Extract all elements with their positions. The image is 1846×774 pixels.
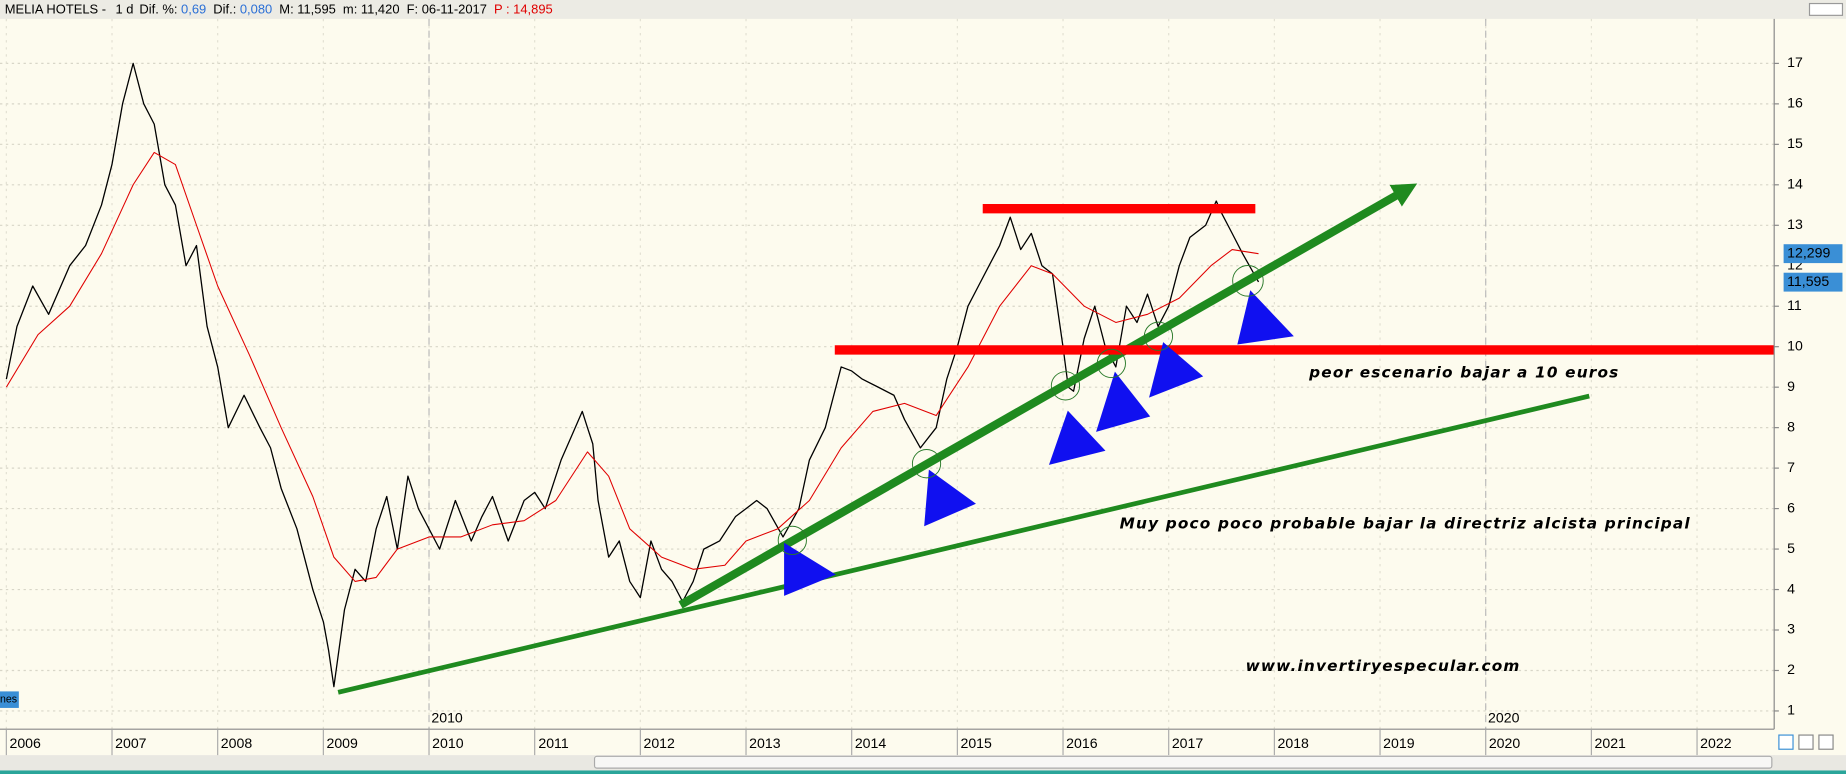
x-tick-label: 2009: [326, 735, 358, 751]
annotation: www.invertiryespecular.com: [1246, 657, 1521, 675]
x-tick-label: 2010: [432, 735, 464, 751]
x-tick-label: 2017: [1172, 735, 1204, 751]
dif: 0,080: [240, 2, 272, 17]
y-tick-label: 6: [1787, 499, 1795, 515]
y-tick-label: 11: [1787, 297, 1802, 313]
circle: [1050, 371, 1081, 401]
triangle: [1048, 410, 1106, 465]
x-tick-label: 2021: [1595, 735, 1627, 751]
triangle: [1096, 371, 1151, 432]
circle: [1096, 348, 1126, 379]
y-tick-label: 10: [1787, 337, 1803, 353]
header-bar: [0, 0, 1846, 19]
dif-label: Dif.:: [213, 2, 236, 17]
x-tick-label: 2016: [1066, 735, 1098, 751]
y-tick-label: 16: [1787, 95, 1803, 111]
y-tick-label: 1: [1787, 702, 1795, 718]
circle: [1232, 265, 1264, 297]
trend-line: [678, 183, 1418, 609]
y-tick-label: 8: [1787, 418, 1795, 434]
volume-tab[interactable]: [0, 691, 19, 708]
min: m: 11,420: [343, 2, 400, 17]
y-tick-label: 17: [1787, 54, 1803, 70]
y-tick-label: 15: [1787, 135, 1803, 151]
x-tick-label: 2020: [1489, 735, 1521, 751]
x-tick-label: 2014: [855, 735, 887, 751]
circle: [911, 449, 942, 479]
window-button[interactable]: [1808, 2, 1844, 16]
price-tag: [1783, 272, 1843, 292]
x-tick-label: 2012: [643, 735, 675, 751]
tool-button[interactable]: [1778, 734, 1794, 750]
x-tick-label: 2006: [9, 735, 41, 751]
markers: [784, 290, 1294, 596]
triangle: [784, 542, 836, 596]
x-axis-band: [0, 729, 1846, 756]
scrollbar-thumb[interactable]: [593, 755, 1773, 769]
price-tag-label: 12,299: [1787, 244, 1830, 260]
y-tick-label: 13: [1787, 216, 1803, 232]
dif-pct-label: Dif. %:: [139, 2, 177, 17]
price-tag-label: 11,595: [1787, 273, 1829, 289]
circle: [1143, 321, 1174, 351]
bottom-border: [0, 770, 1846, 774]
x-tick-label: 2015: [960, 735, 992, 751]
x-tick-label: 2011: [538, 735, 568, 751]
x-tick-label: 2013: [749, 735, 781, 751]
annotation: peor escenario bajar a 10 euros: [1308, 363, 1619, 381]
tool-button[interactable]: [1818, 734, 1834, 750]
triangle: [1149, 342, 1204, 398]
y-tick-label: 7: [1787, 459, 1795, 475]
y-tick-label: 3: [1787, 621, 1795, 637]
decade-label: 2010: [431, 709, 463, 725]
decade-label: 2020: [1488, 709, 1520, 725]
volume-tab-label: nes: [0, 693, 17, 705]
triangle: [1237, 290, 1294, 345]
circle: [777, 525, 807, 556]
y-tick-label: 9: [1787, 378, 1795, 394]
dif-pct: 0,69: [181, 2, 206, 17]
trend-line: [337, 393, 1590, 695]
touch-circles: [777, 265, 1264, 556]
y-tick-label: 2: [1787, 661, 1795, 677]
price-tag: [1783, 244, 1843, 264]
x-tick-label: 2007: [115, 735, 147, 751]
max: M: 11,595: [279, 2, 336, 17]
x-tick-label: 2018: [1278, 735, 1310, 751]
triangle: [924, 469, 976, 527]
y-tick-label: 5: [1787, 540, 1795, 556]
moving-average: [5, 151, 1259, 582]
price: P : 14,895: [494, 2, 553, 17]
annotation: Muy poco poco probable bajar la directri…: [1120, 514, 1691, 532]
period: 1 d: [116, 2, 134, 17]
plot-area: [0, 18, 1775, 730]
x-tick-label: 2019: [1383, 735, 1415, 751]
date: F: 06-11-2017: [407, 2, 487, 17]
tool-button[interactable]: [1798, 734, 1814, 750]
x-tick-label: 2022: [1700, 735, 1732, 751]
y-tick-label: 14: [1787, 176, 1803, 192]
symbol: MELIA HOTELS -: [5, 2, 106, 17]
x-tick-label: 2008: [221, 735, 253, 751]
y-tick-label: 4: [1787, 580, 1795, 596]
header: MELIA HOTELS - 1 d Dif. %: 0,69 Dif.: 0,080 M:…: [5, 2, 553, 17]
